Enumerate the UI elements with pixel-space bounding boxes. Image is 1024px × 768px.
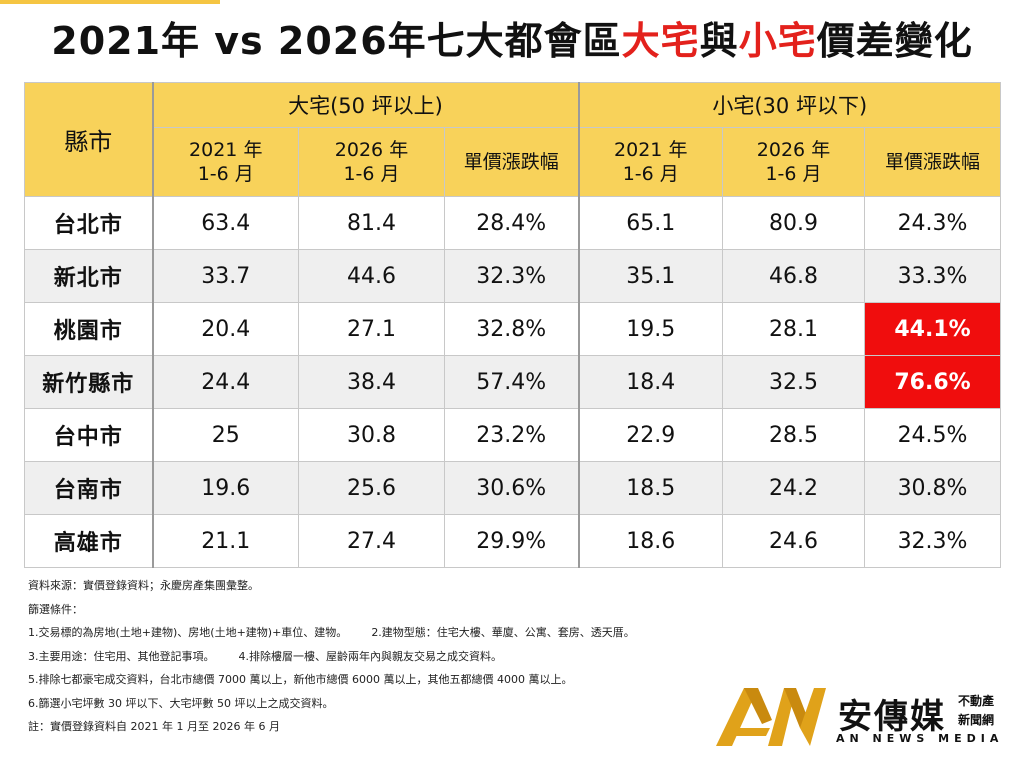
big-2026-cell: 27.1 [298, 302, 445, 356]
condition-2: 2.建物型態：住宅大樓、華廈、公寓、套房、透天厝。 [371, 626, 635, 639]
condition-6: 6.篩選小宅坪數 30 坪以下、大宅坪數 50 坪以上之成交資料。 [28, 696, 334, 710]
top-accent-bar [0, 0, 220, 4]
title-prefix: 2021年 vs 2026年七大都會區 [51, 19, 622, 63]
title-suffix: 價差變化 [816, 19, 973, 63]
an-news-media-logo: 安傳媒 不動產 新聞網 AN NEWS MEDIA [714, 684, 1014, 754]
title-small-house: 小宅 [738, 19, 817, 63]
filter-condition-line: 1.交易標的為房地(土地+建物)、房地(土地+建物)+車位、建物。 2.建物型態：… [28, 621, 728, 645]
small-2026-header: 2026 年 1-6 月 [722, 127, 865, 197]
title-big-house: 大宅 [621, 19, 700, 63]
city-cell: 台北市 [24, 196, 154, 250]
big-change-cell: 23.2% [444, 408, 580, 462]
big-change-cell: 57.4% [444, 355, 580, 409]
small-2021-cell: 22.9 [578, 408, 723, 462]
an-logo-mark-icon [716, 688, 826, 746]
small-2021-header: 2021 年 1-6 月 [578, 127, 723, 197]
table-row: 新北市 33.7 44.6 32.3% 35.1 46.8 33.3% [24, 249, 1002, 303]
big-change-cell: 30.6% [444, 461, 580, 515]
big-2026-cell: 27.4 [298, 514, 445, 568]
big-change-cell: 32.3% [444, 249, 580, 303]
small-2021-cell: 18.4 [578, 355, 723, 409]
filter-title: 篩選條件： [28, 602, 83, 616]
small-2021-cell: 18.6 [578, 514, 723, 568]
city-column-header: 縣市 [24, 82, 154, 197]
small-2021-cell: 65.1 [578, 196, 723, 250]
page-title: 2021年 vs 2026年七大都會區大宅與小宅價差變化 [0, 10, 1024, 65]
big-change-cell: 29.9% [444, 514, 580, 568]
small-2026-cell: 24.2 [722, 461, 865, 515]
big-2026-cell: 44.6 [298, 249, 445, 303]
big-change-cell: 28.4% [444, 196, 580, 250]
small-change-cell: 33.3% [863, 249, 1002, 303]
city-cell: 新竹縣市 [24, 355, 154, 409]
small-2026-cell: 28.5 [722, 408, 865, 462]
big-2026-cell: 81.4 [298, 196, 445, 250]
big-2021-cell: 20.4 [152, 302, 299, 356]
big-2021-cell: 24.4 [152, 355, 299, 409]
data-source-note: 資料來源：實價登錄資料；永慶房產集團彙整。 [28, 579, 259, 592]
condition-4: 4.排除樓層一樓、屋齡兩年內與親友交易之成交資料。 [238, 649, 503, 663]
big-change-cell: 32.8% [444, 302, 580, 356]
small-2026-cell: 46.8 [722, 249, 865, 303]
big-2021-cell: 21.1 [152, 514, 299, 568]
condition-3: 3.主要用途：住宅用、其他登記事項。 [28, 649, 215, 663]
filter-condition-line: 3.主要用途：住宅用、其他登記事項。 4.排除樓層一樓、屋齡兩年內與親友交易之成交… [28, 645, 728, 669]
title-and: 與 [699, 19, 739, 63]
small-2021-cell: 19.5 [578, 302, 723, 356]
logo-subtitle-1: 不動產 [958, 694, 995, 708]
big-2026-cell: 38.4 [298, 355, 445, 409]
big-2026-cell: 25.6 [298, 461, 445, 515]
small-2026-cell: 32.5 [722, 355, 865, 409]
small-house-group-header: 小宅(30 坪以下) [577, 82, 1002, 128]
city-cell: 高雄市 [24, 514, 154, 568]
small-2026-cell: 80.9 [722, 196, 865, 250]
city-cell: 新北市 [24, 249, 154, 303]
big-2021-cell: 33.7 [152, 249, 299, 303]
big-2021-cell: 63.4 [152, 196, 299, 250]
small-change-cell-highlighted: 44.1% [863, 302, 1002, 356]
table-row: 台北市 63.4 81.4 28.4% 65.1 80.9 24.3% [24, 196, 1002, 250]
big-house-group-header: 大宅(50 坪以上) [152, 82, 580, 128]
small-change-cell: 24.3% [863, 196, 1002, 250]
table-row: 桃園市 20.4 27.1 32.8% 19.5 28.1 44.1% [24, 302, 1002, 356]
logo-english-name: AN NEWS MEDIA [836, 732, 1004, 745]
logo-subtitle-2: 新聞網 [958, 713, 995, 727]
big-2026-cell: 30.8 [298, 408, 445, 462]
table-row: 新竹縣市 24.4 38.4 57.4% 18.4 32.5 76.6% [24, 355, 1002, 409]
small-2021-cell: 18.5 [578, 461, 723, 515]
table-row: 台中市 25 30.8 23.2% 22.9 28.5 24.5% [24, 408, 1002, 462]
condition-1: 1.交易標的為房地(土地+建物)、房地(土地+建物)+車位、建物。 [28, 626, 348, 639]
price-comparison-table: 縣市 大宅(50 坪以上) 小宅(30 坪以下) 2021 年 1-6 月 202… [24, 82, 1002, 568]
footnote: 註：實價登錄資料自 2021 年 1 月至 2026 年 6 月 [28, 720, 280, 733]
big-2026-header: 2026 年 1-6 月 [298, 127, 445, 197]
big-change-header: 單價漲跌幅 [444, 127, 580, 197]
big-2021-header: 2021 年 1-6 月 [152, 127, 299, 197]
city-cell: 台南市 [24, 461, 154, 515]
small-change-header: 單價漲跌幅 [863, 127, 1002, 197]
city-cell: 桃園市 [24, 302, 154, 356]
small-change-cell-highlighted: 76.6% [863, 355, 1002, 409]
table-row: 台南市 19.6 25.6 30.6% 18.5 24.2 30.8% [24, 461, 1002, 515]
small-change-cell: 32.3% [863, 514, 1002, 568]
small-2021-cell: 35.1 [578, 249, 723, 303]
small-change-cell: 24.5% [863, 408, 1002, 462]
small-2026-cell: 28.1 [722, 302, 865, 356]
big-2021-cell: 25 [152, 408, 299, 462]
table-row: 高雄市 21.1 27.4 29.9% 18.6 24.6 32.3% [24, 514, 1002, 568]
small-change-cell: 30.8% [863, 461, 1002, 515]
small-2026-cell: 24.6 [722, 514, 865, 568]
condition-5: 5.排除七都豪宅成交資料，台北市總價 7000 萬以上，新他市總價 6000 萬… [28, 673, 573, 686]
logo-name: 安傳媒 [838, 697, 946, 737]
big-2021-cell: 19.6 [152, 461, 299, 515]
city-cell: 台中市 [24, 408, 154, 462]
notes-section: 資料來源：實價登錄資料；永慶房產集團彙整。 篩選條件： 1.交易標的為房地(土地… [28, 574, 728, 739]
